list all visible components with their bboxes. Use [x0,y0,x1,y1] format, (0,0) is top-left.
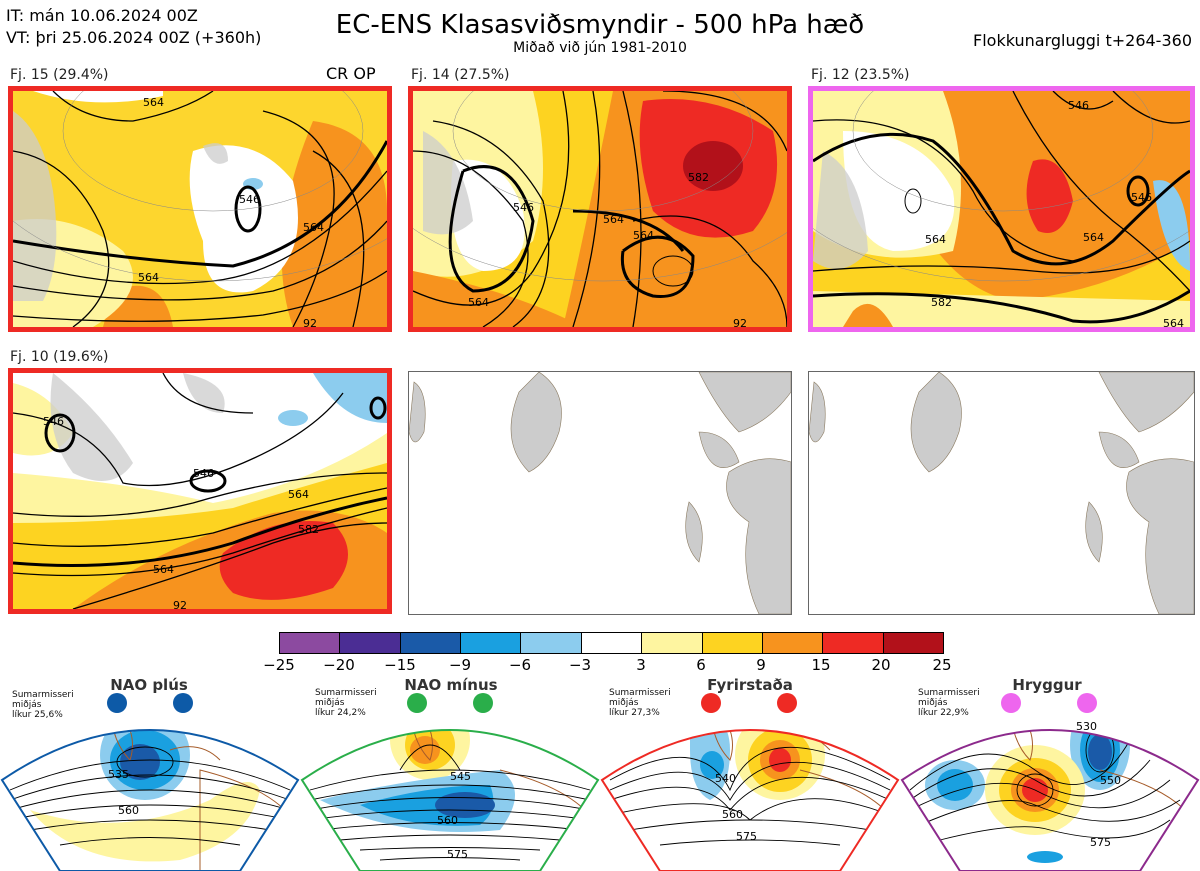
colorbar-swatch [822,633,883,653]
svg-text:560: 560 [437,814,458,827]
cluster-map-2: 546 564 564 564 582 92 [408,86,792,332]
svg-text:582: 582 [298,523,319,536]
cluster-label-4: Fj. 10 (19.6%) [10,349,109,365]
svg-text:564: 564 [153,563,174,576]
svg-text:530: 530 [1076,720,1097,733]
colorbar-tick: 20 [871,656,891,674]
colorbar-swatch [761,633,823,653]
svg-text:560: 560 [118,804,139,817]
colorbar-swatch [882,633,943,653]
cluster-label-3: Fj. 12 (23.5%) [811,67,910,83]
svg-text:564: 564 [633,229,654,242]
colorbar-tick: −25 [263,656,295,674]
colorbar-swatch [399,633,461,653]
colorbar-tick: 9 [756,656,766,674]
control-operational-label: CR OP [326,64,376,83]
svg-text:564: 564 [1163,317,1184,327]
regime-map-nao-plus: 535 560 [0,693,300,871]
svg-text:546: 546 [239,193,260,206]
svg-text:564: 564 [303,221,324,234]
svg-text:92: 92 [733,317,747,327]
init-time: IT: mán 10.06.2024 00Z [6,6,198,25]
svg-text:564: 564 [138,271,159,284]
svg-text:582: 582 [931,296,952,309]
regime-title-nao-plus: NAO plús [110,676,188,694]
classification-window: Flokkunargluggi t+264-360 [973,31,1192,50]
regime-info-nao-plus: Sumarmisseri miðjás líkur 25,6% [12,690,74,720]
regime-info-ridge: Sumarmisseri miðjás líkur 22,9% [918,688,980,718]
colorbar-swatch [520,633,581,653]
svg-text:92: 92 [173,599,187,609]
svg-text:564: 564 [603,213,624,226]
page-subtitle: Miðað við jún 1981-2010 [513,40,687,56]
svg-text:546: 546 [513,201,534,214]
svg-text:564: 564 [288,488,309,501]
header-times: IT: mán 10.06.2024 00Z VT: þri 25.06.202… [6,5,261,49]
colorbar-tick: −20 [323,656,355,674]
empty-map-6 [808,371,1195,615]
colorbar-tick: 6 [696,656,706,674]
svg-text:545: 545 [450,770,471,783]
svg-text:550: 550 [1100,774,1121,787]
colorbar-swatch [580,633,642,653]
svg-text:92: 92 [303,317,317,327]
svg-text:575: 575 [447,848,468,861]
colorbar-swatch [339,633,400,653]
svg-text:560: 560 [722,808,743,821]
colorbar-tick: −15 [384,656,416,674]
svg-text:582: 582 [688,171,709,184]
regime-map-nao-minus: 545 560 575 [300,693,600,871]
colorbar-swatch [460,633,521,653]
svg-text:564: 564 [468,296,489,309]
regime-info-blocking: Sumarmisseri miðjás líkur 27,3% [609,688,671,718]
svg-text:575: 575 [736,830,757,843]
empty-map-5 [408,371,792,615]
svg-text:564: 564 [925,233,946,246]
svg-text:540: 540 [715,772,736,785]
colorbar-tick: −3 [568,656,592,674]
regime-info-nao-minus: Sumarmisseri miðjás líkur 24,2% [315,688,377,718]
colorbar-tick: 25 [932,656,952,674]
colorbar-swatch [701,633,762,653]
cluster-map-4: 546 546 564 564 582 92 [8,368,392,614]
valid-time: VT: þri 25.06.2024 00Z (+360h) [6,28,262,47]
colorbar-swatch [641,633,702,653]
svg-text:564: 564 [143,96,164,109]
cluster-label-1: Fj. 15 (29.4%) [10,67,109,83]
cluster-label-2: Fj. 14 (27.5%) [411,67,510,83]
colorbar-tick: 3 [636,656,646,674]
svg-text:546: 546 [1068,99,1089,112]
svg-text:564: 564 [1083,231,1104,244]
svg-text:546: 546 [193,467,214,480]
regime-title-nao-minus: NAO mínus [404,676,498,694]
svg-text:535: 535 [108,768,129,781]
regime-title-ridge: Hryggur [1012,676,1082,694]
colorbar-tick: −9 [448,656,472,674]
svg-text:575: 575 [1090,836,1111,849]
svg-text:546: 546 [1131,191,1152,204]
svg-text:546: 546 [43,415,64,428]
cluster-map-1: 546 564 564 564 92 [8,86,392,332]
regime-map-blocking: 540 560 575 [600,693,900,871]
anomaly-colorbar [279,632,944,654]
regime-map-ridge: 530 550 575 [900,693,1200,871]
colorbar-tick: −6 [508,656,532,674]
regime-title-blocking: Fyrirstaða [707,676,793,694]
colorbar-swatch [280,633,340,653]
cluster-map-3: 546 564 564 582 546 564 [808,86,1195,332]
page-title: EC-ENS Klasasviðsmyndir - 500 hPa hæð [335,10,865,40]
colorbar-tick: 15 [811,656,831,674]
